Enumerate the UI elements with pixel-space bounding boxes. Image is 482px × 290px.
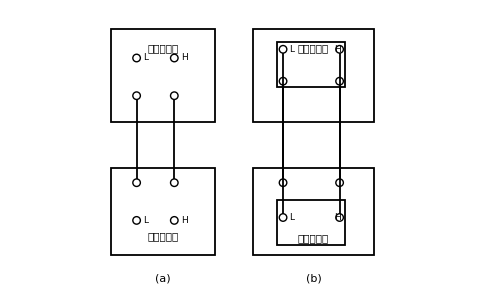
Text: (a): (a) (155, 273, 171, 283)
Text: L: L (143, 216, 148, 225)
Text: H: H (181, 216, 187, 225)
Text: L: L (289, 45, 294, 54)
Text: 数字欧姆表: 数字欧姆表 (298, 233, 329, 243)
Bar (253, 168, 375, 255)
Text: L: L (289, 213, 294, 222)
Text: (b): (b) (306, 273, 321, 283)
Text: H: H (334, 213, 341, 222)
Bar (277, 200, 346, 245)
Bar (110, 29, 215, 122)
Text: 电阻校准仪: 电阻校准仪 (298, 43, 329, 53)
Text: H: H (334, 45, 341, 54)
Text: L: L (143, 53, 148, 63)
Bar (277, 42, 346, 87)
Text: 数字欧姆表: 数字欧姆表 (147, 231, 178, 241)
Text: 电阻校准仪: 电阻校准仪 (147, 43, 178, 53)
Bar (110, 168, 215, 255)
Text: H: H (181, 53, 187, 63)
Bar (253, 29, 375, 122)
